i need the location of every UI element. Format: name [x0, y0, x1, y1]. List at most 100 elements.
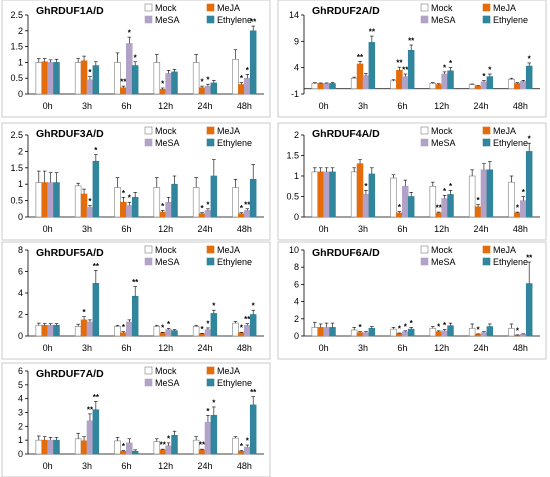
- significance-label: **: [369, 28, 376, 37]
- y-tick-label: 4: [18, 394, 23, 404]
- bar-mesa: [86, 420, 94, 455]
- y-tick-label: 2: [18, 310, 23, 320]
- y-tick-label: 1.5: [10, 163, 23, 173]
- bar-mock: [390, 328, 397, 337]
- bar-meja: [159, 449, 166, 455]
- y-tick-label: 9: [294, 36, 299, 46]
- chart-title: GhRDUF3A/D: [36, 128, 104, 140]
- bar-mock: [35, 182, 43, 218]
- bar-mesa: [165, 329, 172, 337]
- y-tick-label: 5: [18, 380, 23, 390]
- y-tick-label: -1: [291, 89, 299, 99]
- bar-mesa: [362, 332, 370, 337]
- x-tick-label: 24h: [197, 101, 212, 111]
- significance-label: *: [476, 196, 480, 205]
- legend-label: Ethylene: [493, 138, 528, 148]
- legend-label: MeJA: [493, 245, 516, 255]
- bar-mesa: [126, 205, 133, 218]
- x-tick-label: 3h: [358, 224, 368, 234]
- legend-swatch-mesa: [144, 378, 153, 387]
- bar-meja: [159, 332, 166, 337]
- bar-mock: [468, 175, 476, 218]
- bar-mesa: [441, 330, 448, 337]
- bar-mesa: [47, 182, 54, 218]
- bar-mesa: [126, 321, 133, 337]
- bar-meja: [435, 84, 442, 90]
- y-tick-label: 1.5: [10, 42, 23, 52]
- x-tick-label: 12h: [434, 224, 449, 234]
- legend-swatch-mesa: [144, 257, 153, 266]
- bar-mesa: [47, 439, 54, 455]
- bar-meja: [514, 83, 521, 90]
- bar-mesa: [362, 194, 370, 218]
- x-tick-label: 12h: [158, 461, 173, 471]
- legend-label: MeJA: [217, 3, 240, 13]
- x-tick-label: 0h: [319, 101, 329, 111]
- x-tick-label: 6h: [121, 101, 131, 111]
- legend-label: Mock: [431, 126, 453, 136]
- significance-label: **: [132, 278, 139, 287]
- bar-ethylene: [407, 49, 415, 90]
- legend-swatch-mock: [420, 245, 429, 254]
- significance-label: *: [200, 204, 204, 213]
- chart-title: GhRDUF1A/D: [36, 5, 104, 17]
- significance-label: *: [516, 204, 520, 213]
- bar-mock: [114, 187, 121, 218]
- y-tick-label: 8: [18, 245, 23, 255]
- significance-label: *: [449, 59, 453, 68]
- bar-ethylene: [486, 169, 494, 218]
- bar-ethylene: [131, 450, 139, 455]
- legend-swatch-ethylene: [482, 15, 491, 24]
- legend-swatch-mesa: [144, 15, 153, 24]
- y-tick-label: 2: [294, 130, 299, 140]
- x-tick-label: 6h: [121, 224, 131, 234]
- y-tick-label: 3: [18, 408, 23, 418]
- significance-label: *: [528, 135, 532, 144]
- significance-label: *: [246, 66, 250, 75]
- significance-label: *: [128, 194, 132, 203]
- bar-meja: [159, 88, 166, 95]
- x-tick-label: 24h: [197, 461, 212, 471]
- bar-mesa: [47, 62, 54, 95]
- y-tick-label: 2: [18, 421, 23, 431]
- bar-mesa: [47, 324, 54, 337]
- panel-frame: [277, 241, 547, 360]
- bar-meja: [238, 450, 245, 455]
- chart-panel: 00.511.522.50h*3h****6h*12h* *24h****48hG…: [1, 0, 271, 118]
- x-tick-label: 0h: [43, 224, 53, 234]
- y-tick-label: 1: [294, 171, 299, 181]
- significance-label: *: [240, 74, 244, 83]
- bar-mock: [468, 327, 476, 337]
- significance-label: *: [522, 188, 526, 197]
- significance-label: **: [526, 254, 533, 263]
- bar-ethylene: [92, 409, 100, 455]
- y-tick-label: 4: [294, 297, 299, 307]
- y-tick-label: 0: [18, 89, 23, 99]
- significance-label: **: [87, 405, 94, 414]
- legend-swatch-ethylene: [482, 138, 491, 147]
- bar-ethylene: [53, 324, 60, 337]
- significance-label: **: [93, 262, 100, 271]
- legend-label: MeSA: [155, 257, 180, 267]
- y-tick-label: 6: [18, 366, 23, 376]
- bar-meja: [317, 327, 324, 337]
- legend-swatch-mesa: [420, 15, 429, 24]
- legend-label: Ethylene: [493, 15, 528, 25]
- legend-label: MeSA: [431, 15, 456, 25]
- significance-label: *: [398, 203, 402, 212]
- chart-panel: 00.511.520h*3h*6h****12h*24h***48hGhRDUF…: [277, 122, 547, 241]
- significance-label: **: [250, 18, 257, 27]
- bar-mesa: [402, 76, 409, 90]
- bar-ethylene: [171, 330, 178, 337]
- bar-mock: [508, 181, 515, 218]
- significance-label: **: [436, 204, 443, 213]
- significance-label: **: [408, 37, 415, 46]
- bar-meja: [356, 332, 364, 337]
- x-tick-label: 48h: [237, 224, 252, 234]
- legend-swatch-meja: [482, 3, 491, 12]
- bar-ethylene: [486, 326, 494, 337]
- significance-label: **: [357, 53, 364, 62]
- bar-mock: [35, 62, 43, 95]
- bar-meja: [80, 193, 88, 218]
